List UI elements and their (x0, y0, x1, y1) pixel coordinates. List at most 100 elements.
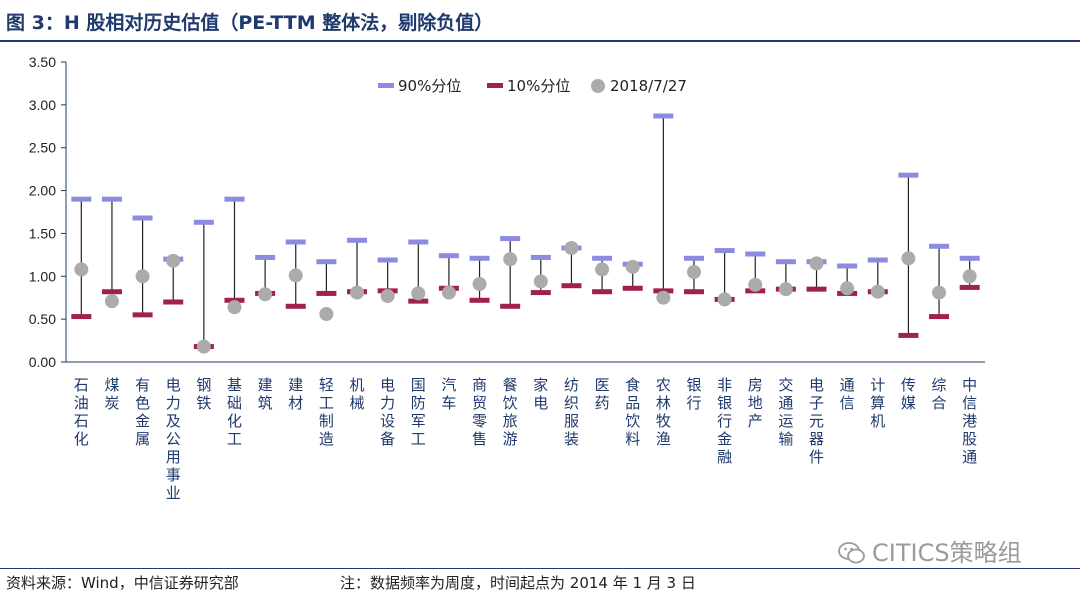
p90-marker (408, 239, 429, 245)
current-point (533, 274, 548, 289)
y-tick-label: 1.00 (29, 268, 56, 284)
p90-marker (193, 219, 214, 225)
x-tick-label: 国防军工 (411, 376, 426, 448)
x-tick-label: 传媒 (901, 376, 916, 412)
x-tick-label: 电子元器件 (809, 376, 824, 466)
p90-marker (101, 196, 122, 202)
y-tick-label: 3.50 (29, 54, 56, 70)
current-point (595, 262, 610, 277)
footer-rule (0, 568, 1080, 569)
x-tick-label: 通信 (840, 376, 855, 412)
current-point (74, 262, 89, 277)
x-tick-label: 农林牧渔 (656, 376, 671, 448)
watermark: CITICS策略组 (838, 533, 1022, 568)
p90-marker (285, 239, 306, 245)
p90-marker (959, 255, 980, 261)
p10-marker (101, 289, 122, 295)
current-point (932, 285, 947, 300)
current-point (809, 256, 824, 271)
x-tick-label: 机械 (350, 376, 365, 412)
p90-marker (592, 255, 613, 261)
p10-marker (316, 290, 337, 296)
x-tick-label: 家电 (533, 376, 548, 412)
x-tick-label: 钢铁 (196, 376, 211, 412)
x-tick-label: 交通运输 (778, 376, 793, 448)
y-axis: 0.00 0.50 1.00 1.50 2.00 2.50 3.00 3.50 (29, 54, 67, 370)
p10-marker (561, 283, 582, 289)
current-point (135, 269, 150, 284)
p10-marker (622, 285, 643, 291)
legend-label: 2018/7/27 (610, 77, 687, 95)
p90-marker (224, 196, 245, 202)
p10-marker (469, 297, 490, 303)
chart-legend: 90%分位 10%分位 2018/7/27 (378, 77, 687, 95)
current-point (258, 287, 273, 302)
current-point (441, 285, 456, 300)
x-tick-label: 银行 (686, 376, 701, 412)
p90-marker (316, 259, 337, 265)
current-point (748, 277, 763, 292)
title-rule (0, 40, 1080, 42)
legend-label: 90%分位 (398, 77, 461, 95)
legend-swatch (487, 83, 503, 88)
y-tick-label: 0.00 (29, 354, 56, 370)
p90-marker (71, 196, 92, 202)
current-point (686, 265, 701, 279)
p90-marker (929, 243, 950, 249)
x-tick-label: 餐饮旅游 (503, 376, 518, 448)
y-tick-label: 3.00 (29, 97, 56, 113)
p10-marker (500, 303, 521, 309)
current-point (350, 285, 365, 300)
x-tick-label: 石油石化 (74, 376, 89, 448)
x-tick-label: 中信港股通 (962, 376, 977, 466)
x-tick-label: 综合 (932, 376, 947, 412)
p90-marker (683, 255, 704, 261)
x-tick-label: 汽车 (441, 376, 456, 412)
plot-area (71, 113, 980, 354)
current-point (380, 289, 395, 303)
p90-marker (347, 237, 368, 243)
current-point (625, 259, 640, 274)
p90-marker (837, 263, 858, 269)
chart-title: 图 3：H 股相对历史估值（PE-TTM 整体法，剔除负值） (6, 12, 494, 34)
p10-marker (408, 298, 429, 304)
x-tick-label: 建材 (288, 376, 303, 412)
x-tick-label: 纺织服装 (564, 376, 579, 448)
legend-swatch (378, 83, 394, 88)
x-tick-label: 轻工制造 (319, 376, 334, 448)
wechat-icon (838, 542, 865, 564)
y-tick-label: 0.50 (29, 311, 56, 327)
x-tick-label: 非银行金融 (717, 376, 732, 466)
p10-marker (929, 314, 950, 320)
current-point (166, 253, 181, 268)
current-point (840, 281, 855, 296)
current-point (227, 300, 242, 315)
x-tick-label: 计算机 (870, 376, 885, 430)
current-point (778, 282, 793, 297)
current-point (411, 286, 426, 301)
x-tick-label: 房地产 (748, 376, 763, 430)
p90-marker (469, 255, 490, 261)
p10-marker (71, 314, 92, 320)
x-tick-label: 商贸零售 (472, 376, 487, 448)
x-tick-label: 有色金属 (135, 376, 150, 448)
p90-marker (500, 236, 521, 242)
p10-marker (898, 332, 919, 338)
p90-marker (745, 251, 766, 257)
p10-marker (806, 286, 827, 292)
p10-marker (285, 303, 306, 309)
p10-marker (530, 290, 551, 296)
p10-marker (163, 299, 184, 305)
p90-marker (775, 259, 796, 265)
x-tick-label: 基础化工 (227, 376, 242, 448)
p90-marker (377, 257, 398, 263)
data-source: 资料来源：Wind，中信证券研究部 (6, 574, 239, 592)
x-tick-label: 建筑 (258, 376, 273, 412)
p90-marker (530, 254, 551, 260)
p90-marker (714, 248, 735, 254)
x-tick-label: 食品饮料 (625, 376, 640, 448)
p10-marker (683, 289, 704, 295)
current-point (901, 251, 916, 266)
x-tick-label: 煤炭 (104, 376, 119, 412)
